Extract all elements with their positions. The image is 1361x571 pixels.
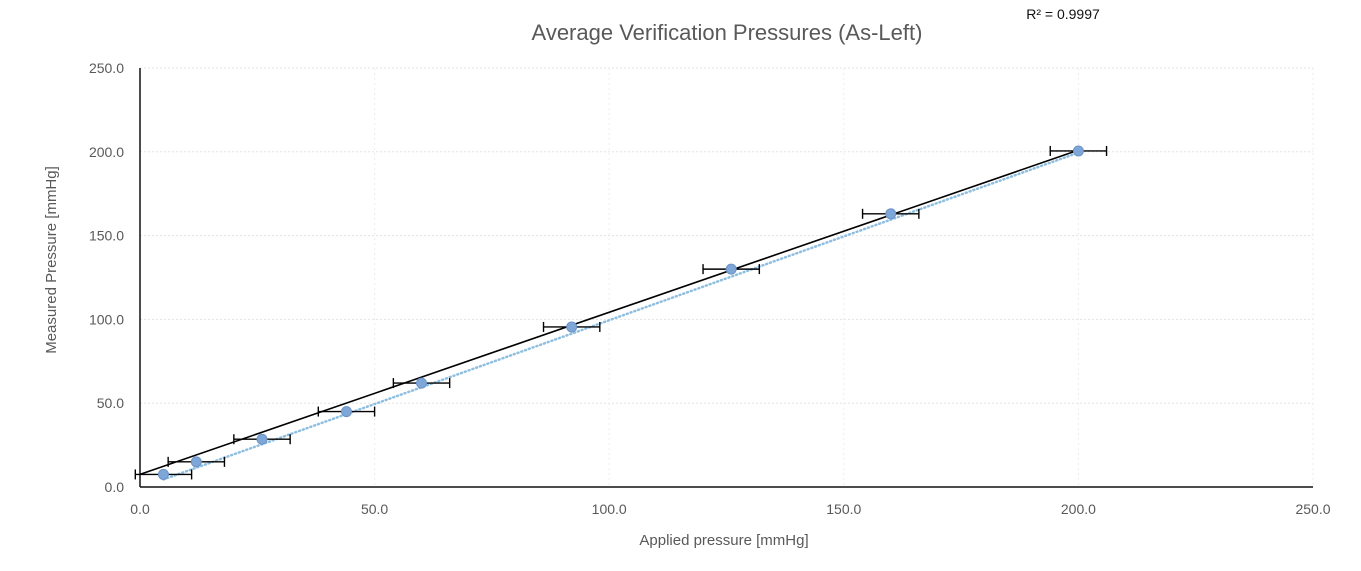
fit-lines: [139, 149, 1080, 481]
error-bars: [134, 145, 1108, 480]
data-point: [416, 377, 428, 389]
x-tick-labels: 0.0 50.0 100.0 150.0 200.0 250.0: [130, 501, 1330, 517]
x-axis-label: Applied pressure [mmHg]: [639, 532, 808, 549]
x-tick-label: 50.0: [361, 501, 388, 517]
x-tick-label: 150.0: [826, 501, 861, 517]
x-tick-label: 200.0: [1061, 501, 1096, 517]
data-point: [725, 263, 737, 275]
data-point: [190, 456, 202, 468]
y-tick-label: 250.0: [89, 60, 124, 76]
y-tick-label: 0.0: [105, 479, 125, 495]
x-tick-label: 0.0: [130, 501, 150, 517]
x-tick-label: 250.0: [1295, 501, 1330, 517]
y-tick-label: 150.0: [89, 228, 124, 244]
gridlines: [140, 67, 1314, 487]
chart-title: Average Verification Pressures (As-Left): [532, 20, 923, 45]
y-tick-labels: 0.0 50.0 100.0 150.0 200.0 250.0: [89, 60, 124, 495]
r-squared-label: R² = 0.9997: [1026, 6, 1100, 22]
data-point: [157, 468, 169, 480]
data-points: [157, 145, 1084, 480]
data-point: [256, 433, 268, 445]
data-point: [340, 406, 352, 418]
y-tick-label: 100.0: [89, 311, 124, 327]
data-point: [1072, 145, 1084, 157]
data-point: [885, 208, 897, 220]
y-tick-label: 50.0: [97, 395, 124, 411]
y-tick-label: 200.0: [89, 144, 124, 160]
y-axis-label: Measured Pressure [mmHg]: [43, 166, 60, 354]
axes: [139, 68, 1313, 488]
reference-line: [139, 149, 1079, 476]
data-point: [566, 321, 578, 333]
x-tick-label: 100.0: [592, 501, 627, 517]
linear-trendline: [162, 151, 1080, 481]
